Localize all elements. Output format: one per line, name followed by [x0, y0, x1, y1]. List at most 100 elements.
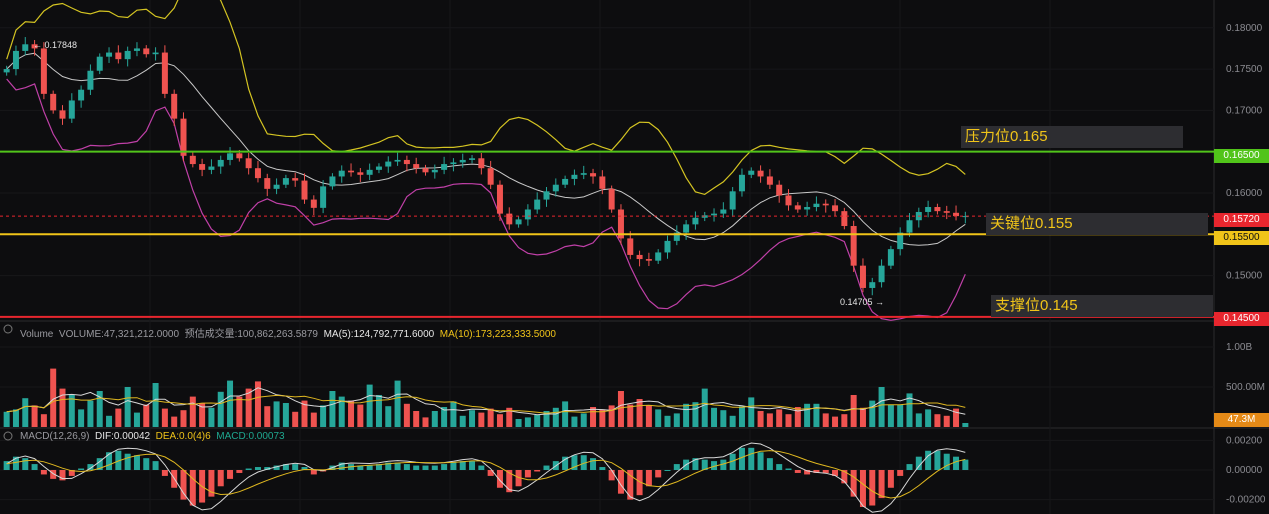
candle-body — [720, 209, 727, 214]
volume-bar — [515, 419, 522, 427]
macd-histogram-bar — [506, 470, 513, 493]
macd-histogram-bar — [22, 458, 29, 470]
volume-bar — [962, 423, 969, 427]
volume-bar — [245, 388, 252, 427]
price-tick-label: 0.18000 — [1226, 23, 1263, 34]
candle-body — [552, 184, 559, 192]
macd-histogram-bar — [841, 470, 848, 484]
candle-body — [571, 174, 578, 179]
volume-bar — [96, 391, 103, 427]
volume-bar — [664, 415, 671, 427]
volume-bar — [338, 396, 345, 427]
volume-bar — [180, 410, 187, 427]
volume-bar — [897, 404, 904, 427]
macd-histogram-bar — [87, 464, 94, 470]
volume-bar — [31, 405, 38, 427]
macd-histogram-bar — [673, 464, 680, 470]
volume-bar — [292, 411, 299, 427]
volume-bar — [524, 417, 531, 427]
macd-histogram-bar — [887, 470, 894, 488]
volume-bar — [357, 404, 364, 427]
macd-dea: DEA:0.0(4)6 — [155, 431, 211, 442]
volume-bar — [878, 387, 885, 427]
candle-body — [543, 191, 550, 200]
candle-body — [96, 56, 103, 71]
macd-histogram-bar — [3, 461, 10, 470]
volume-bar — [804, 403, 811, 427]
macd-histogram-bar — [40, 470, 47, 475]
macd-histogram-bar — [766, 458, 773, 470]
volume-bar — [794, 407, 801, 427]
candle-body — [934, 207, 941, 212]
candle-body — [562, 178, 569, 185]
volume-bar — [348, 400, 355, 427]
volume-bar — [850, 395, 857, 427]
candle-body — [50, 93, 57, 111]
macd-histogram-bar — [133, 455, 140, 470]
candle-body — [375, 166, 382, 170]
candle-body — [478, 158, 485, 169]
volume-bar — [943, 415, 950, 427]
macd-tick-label: 0.00200 — [1226, 435, 1263, 446]
candle-body — [804, 207, 811, 210]
candle-body — [320, 186, 327, 208]
macd-tick-label: -0.00200 — [1226, 495, 1266, 506]
macd-dea-line — [6, 450, 966, 499]
candle-body — [357, 172, 364, 175]
candle-body — [962, 216, 969, 218]
macd-histogram-bar — [794, 470, 801, 473]
macd-histogram-bar — [617, 470, 624, 494]
volume-bar — [236, 396, 243, 427]
candle-body — [729, 191, 736, 210]
macd-histogram-bar — [925, 450, 932, 470]
volume-bar — [50, 368, 57, 427]
candle-body — [664, 240, 671, 253]
candle-body — [171, 93, 178, 119]
volume-bar — [366, 384, 373, 427]
volume-bar — [199, 403, 206, 427]
volume-bar — [953, 408, 960, 427]
volume-bar — [208, 407, 215, 427]
volume-bar — [115, 408, 122, 427]
volume-last-label: 47.3M — [1214, 413, 1269, 427]
volume-bar — [692, 402, 699, 427]
macd-histogram-bar — [953, 456, 960, 470]
macd-histogram-bar — [68, 470, 75, 476]
macd-histogram-bar — [580, 455, 587, 470]
macd-histogram-bar — [338, 462, 345, 470]
volume-bar — [78, 409, 85, 427]
candle-body — [590, 173, 597, 177]
candle-body — [673, 232, 680, 241]
volume-bar — [720, 410, 727, 427]
candle-body — [115, 52, 122, 60]
macd-histogram-bar — [227, 470, 234, 479]
volume-bar — [776, 409, 783, 427]
candle-body — [292, 178, 299, 181]
macd-histogram-bar — [785, 468, 792, 470]
volume-bar — [590, 407, 597, 427]
macd-histogram-bar — [115, 450, 122, 470]
macd-histogram-bar — [385, 462, 392, 470]
volume-title: Volume — [20, 329, 54, 340]
macd-histogram-bar — [152, 461, 159, 470]
macd-histogram-bar — [124, 453, 131, 470]
candle-body — [189, 155, 196, 165]
volume-header: Volume VOLUME:47,321,212.0000 预估成交量:100,… — [20, 325, 556, 340]
macd-histogram-bar — [282, 464, 289, 470]
volume-bar — [627, 404, 634, 427]
macd-histogram-bar — [757, 452, 764, 470]
volume-bar — [273, 401, 280, 427]
candle-body — [813, 203, 820, 208]
volume-bar — [608, 405, 615, 427]
volume-bar — [450, 401, 457, 427]
candle-body — [496, 184, 503, 214]
macd-histogram-bar — [180, 470, 187, 500]
volume-bar — [441, 407, 448, 427]
volume-bar — [3, 411, 10, 427]
candle-body — [776, 184, 783, 196]
volume-bar — [655, 409, 662, 427]
candle-body — [403, 159, 410, 165]
volume-bar — [534, 415, 541, 427]
candle-body — [953, 212, 960, 217]
